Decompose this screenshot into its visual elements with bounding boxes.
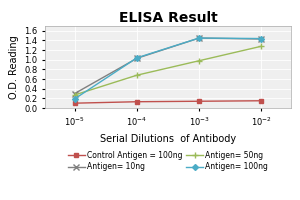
Antigen= 10ng	[197, 37, 201, 39]
Y-axis label: O.D. Reading: O.D. Reading	[9, 35, 19, 99]
Antigen= 10ng	[135, 57, 139, 60]
Antigen= 50ng	[197, 60, 201, 62]
Antigen= 100ng	[73, 98, 76, 100]
Line: Control Antigen = 100ng: Control Antigen = 100ng	[73, 99, 263, 105]
Line: Antigen= 10ng: Antigen= 10ng	[72, 35, 264, 96]
X-axis label: Serial Dilutions  of Antibody: Serial Dilutions of Antibody	[100, 134, 236, 144]
Control Antigen = 100ng	[73, 102, 76, 104]
Antigen= 50ng	[73, 94, 76, 96]
Control Antigen = 100ng	[197, 100, 201, 102]
Antigen= 50ng	[260, 45, 263, 47]
Antigen= 100ng	[260, 37, 263, 40]
Antigen= 10ng	[260, 38, 263, 40]
Antigen= 50ng	[135, 74, 139, 76]
Control Antigen = 100ng	[260, 100, 263, 102]
Line: Antigen= 100ng: Antigen= 100ng	[73, 36, 263, 101]
Control Antigen = 100ng	[135, 101, 139, 103]
Title: ELISA Result: ELISA Result	[118, 11, 218, 25]
Antigen= 100ng	[197, 37, 201, 39]
Antigen= 10ng	[73, 92, 76, 95]
Line: Antigen= 50ng: Antigen= 50ng	[72, 43, 264, 98]
Legend: Control Antigen = 100ng, Antigen= 10ng, Antigen= 50ng, Antigen= 100ng: Control Antigen = 100ng, Antigen= 10ng, …	[65, 148, 271, 174]
Antigen= 100ng	[135, 57, 139, 59]
